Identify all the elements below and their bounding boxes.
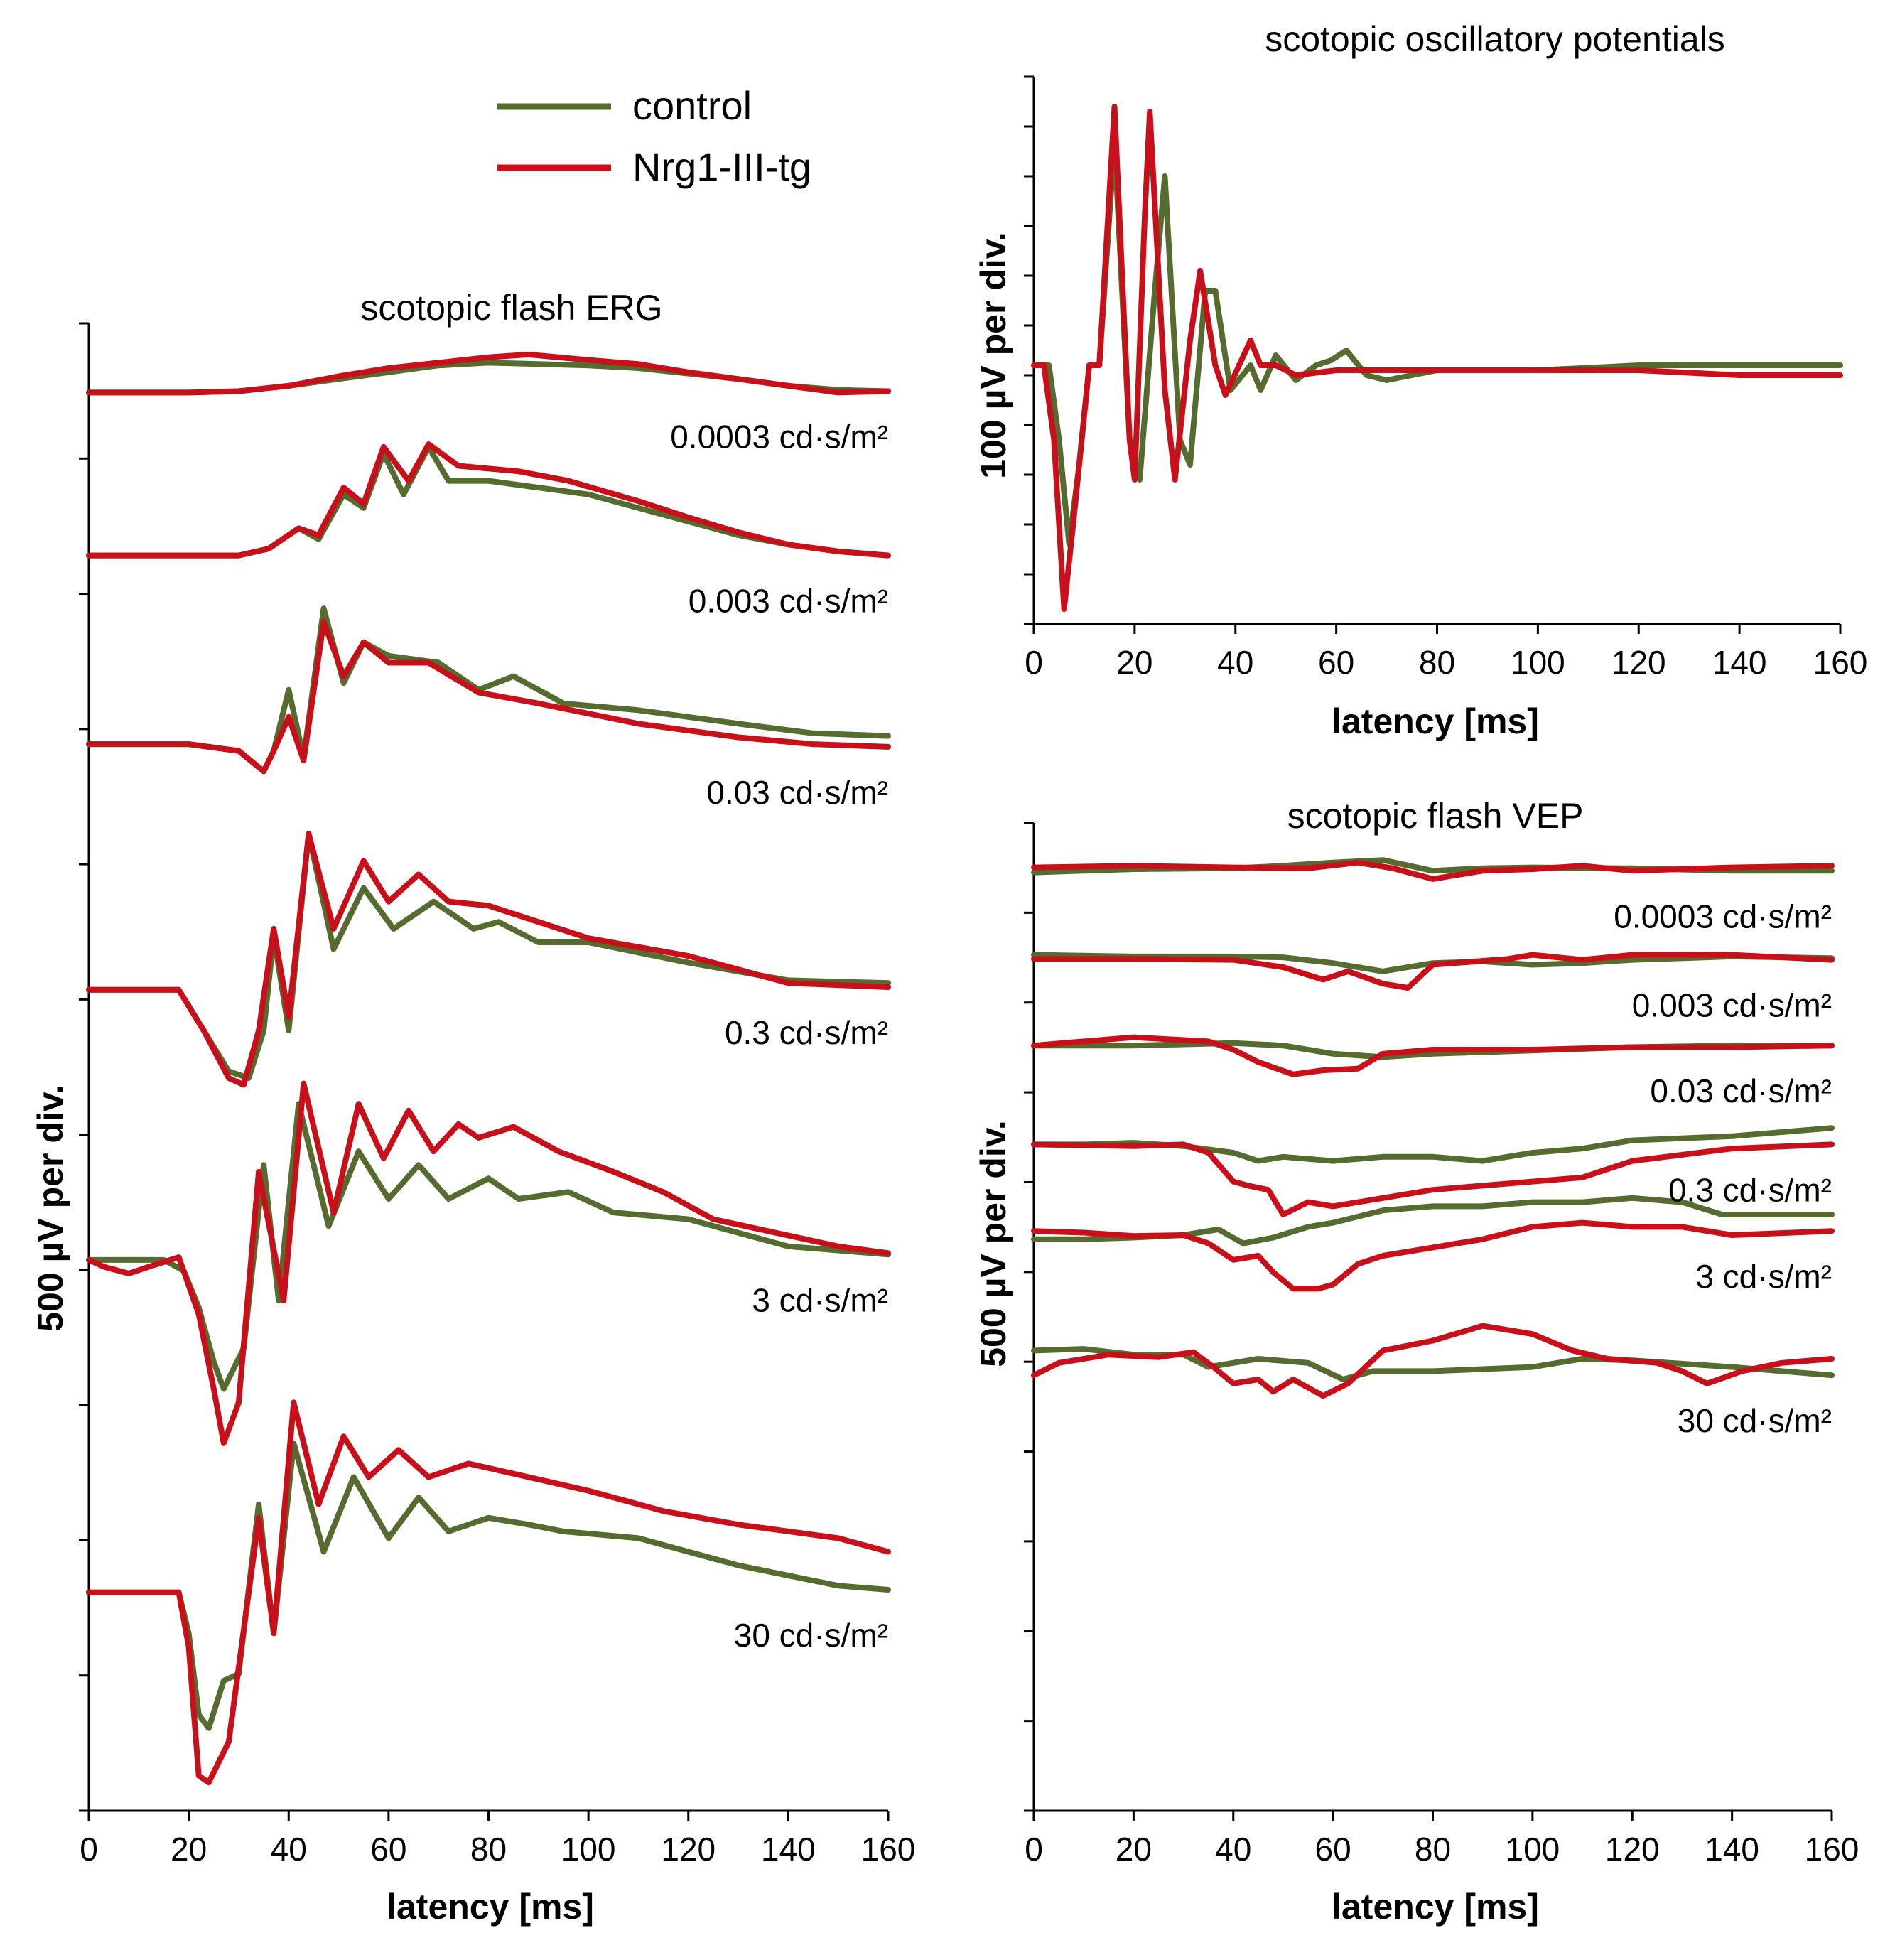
vep-trace-label: 30 cd·s/m² [1678,1402,1832,1439]
vep-x-tick-label: 0 [1025,1831,1043,1868]
erg-x-tick-label: 40 [271,1831,307,1868]
erg-x-tick-label: 80 [470,1831,507,1868]
erg-trace-0-tg [86,351,891,396]
erg-trace-2-tg [86,619,891,775]
vep-x-tick-label: 60 [1315,1831,1351,1868]
legend-control-label: control [632,83,752,128]
ops-x-tick-label: 60 [1318,644,1354,681]
ops-axes: 0 20 40 60 80 100 120 140 160 [1024,75,1868,681]
erg-trace-labels: 0.0003 cd·s/m² 0.003 cd·s/m² 0.03 cd·s/m² 0… [670,419,888,1654]
erg-trace-label: 0.0003 cd·s/m² [670,419,888,456]
erg-ylabel: 500 µV per div. [31,1084,70,1332]
vep-x-tick-label: 100 [1506,1831,1560,1868]
erg-x-tick-label: 0 [80,1831,98,1868]
ops-title: scotopic oscillatory potentials [1265,19,1725,59]
erg-x-tick-label: 60 [370,1831,406,1868]
ops-x-tick-label: 20 [1116,644,1152,681]
ops-x-tick-label: 120 [1611,644,1666,681]
vep-trace-label: 3 cd·s/m² [1695,1258,1832,1295]
erg-x-tick-label: 100 [561,1831,616,1868]
vep-trace-1-tg [1031,952,1835,991]
vep-trace-5-tg [1031,1323,1835,1399]
ops-ylabel: 100 µV per div. [973,232,1013,479]
erg-trace-3-control [86,831,891,1081]
vep-title: scotopic flash VEP [1287,796,1584,836]
erg-trace-label: 0.03 cd·s/m² [706,774,888,811]
ops-xlabel: latency [ms] [1332,701,1539,741]
vep-trace-4-tg [1031,1219,1835,1292]
vep-trace-label: 0.03 cd·s/m² [1650,1072,1832,1109]
vep-trace-label: 0.3 cd·s/m² [1668,1171,1832,1208]
erg-x-tick-label: 140 [761,1831,816,1868]
vep-x-tick-label: 120 [1605,1831,1660,1868]
legend: control Nrg1-III-tg [497,83,811,189]
erg-series [86,351,891,1786]
erg-trace-1-tg [86,441,891,559]
erg-trace-5-tg [86,1399,891,1786]
ops-x-tick-label: 140 [1712,644,1767,681]
vep-ylabel: 500 µV per div. [973,1120,1013,1367]
vep-trace-label: 0.003 cd·s/m² [1632,987,1832,1024]
ops-panel: scotopic oscillatory potentials 100 µV p… [973,19,1867,741]
ops-x-tick-label: 80 [1419,644,1455,681]
vep-trace-labels: 0.0003 cd·s/m² 0.003 cd·s/m² 0.03 cd·s/m² 0… [1614,898,1832,1439]
vep-trace-2-tg [1031,1034,1835,1077]
ops-series [1031,104,1843,612]
erg-x-tick-label: 120 [661,1831,716,1868]
erg-trace-label: 30 cd·s/m² [734,1617,888,1654]
ops-x-tick-label: 160 [1813,644,1868,681]
erg-x-tick-label: 20 [171,1831,207,1868]
erg-xlabel: latency [ms] [387,1887,594,1927]
vep-panel: scotopic flash VEP 500 µV per div. laten… [973,796,1859,1927]
ops-trace-0-tg [1031,104,1843,612]
vep-x-tick-label: 80 [1415,1831,1451,1868]
vep-trace-label: 0.0003 cd·s/m² [1614,898,1832,935]
vep-x-tick-label: 40 [1215,1831,1251,1868]
vep-trace-5-control [1031,1346,1835,1382]
vep-trace-3-tg [1031,1141,1835,1217]
erg-trace-label: 3 cd·s/m² [752,1281,888,1318]
vep-x-tick-label: 160 [1805,1831,1859,1868]
ops-x-tick-label: 40 [1217,644,1253,681]
erg-trace-label: 0.003 cd·s/m² [689,583,888,620]
ops-x-tick-label: 0 [1025,644,1043,681]
vep-series [1031,857,1835,1399]
erg-trace-3-tg [86,831,891,1088]
erg-trace-4-tg [86,1080,891,1446]
vep-x-tick-label: 140 [1705,1831,1759,1868]
erg-x-tick-label: 160 [861,1831,916,1868]
vep-trace-0-tg [1031,859,1835,882]
vep-x-tick-label: 20 [1116,1831,1152,1868]
erg-trace-5-control [86,1440,891,1731]
vep-axes: 0 20 40 60 80 100 120 140 160 [1024,822,1859,1868]
erg-axes: 0 20 40 60 80 100 120 140 160 [79,322,916,1868]
erg-trace-label: 0.3 cd·s/m² [725,1014,888,1051]
ops-x-tick-label: 100 [1511,644,1565,681]
erg-title: scotopic flash ERG [360,288,662,328]
erg-trace-0-control [86,360,891,396]
erg-trace-4-control [86,1101,891,1392]
vep-xlabel: latency [ms] [1332,1887,1539,1927]
erg-panel: scotopic flash ERG 500 µV per div. laten… [31,288,915,1927]
legend-tg-label: Nrg1-III-tg [632,144,811,189]
